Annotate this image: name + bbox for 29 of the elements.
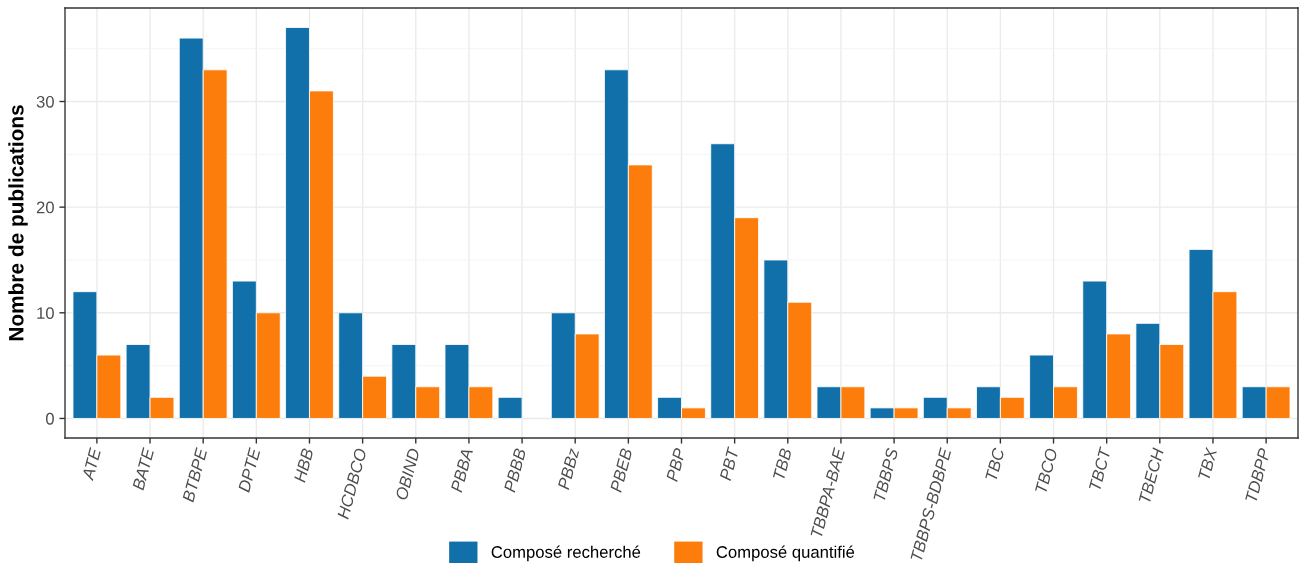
x-tick-label: TDBPP [1245,447,1271,503]
x-tick-label: PBT [719,446,740,482]
x-tick-label: TBBPS [873,447,899,502]
x-tick-label: PBBz [557,447,580,490]
x-tick-label: BATE [132,447,155,491]
bar [497,396,523,419]
x-tick-label: PBBA [450,448,473,493]
y-tick-label: 30 [36,95,54,108]
x-tick-label: PBBB [503,447,527,493]
x-tick-label: DPTE [238,447,261,493]
x-tick-label: TBCT [1088,446,1112,491]
x-tick-label: HCDBCO [336,447,367,520]
y-tick-label: 10 [37,307,54,320]
x-tick-label: BTBPE [182,447,208,503]
legend-label: Composé quantifié [716,545,855,562]
x-tick-label: TBX [1198,446,1218,481]
y-axis-title: Nombre de publications [8,105,28,341]
x-tick-label: HBB [293,447,314,483]
x-tick-label: PBP [666,447,686,482]
x-tick-label: TBC [985,447,1005,482]
y-tick-label: 20 [36,201,54,214]
x-tick-label: PBEB [610,447,633,493]
x-tick-label: OBIND [395,447,420,501]
x-tick-label: TBB [772,447,792,481]
x-tick-label: TBCO [1034,447,1058,494]
x-tick-label: ATE [81,447,102,482]
x-tick-label: TBECH [1138,447,1165,504]
legend-label: Composé recherché [491,545,641,562]
y-tick-label: 0 [45,412,54,425]
